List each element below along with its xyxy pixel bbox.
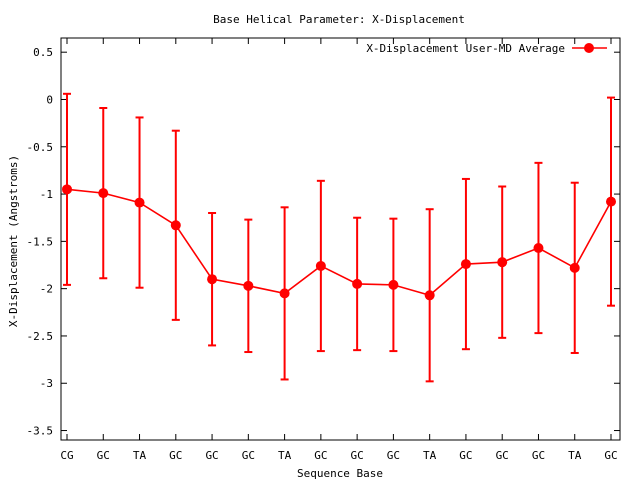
data-point — [243, 280, 254, 291]
y-tick-label: -1.5 — [27, 235, 54, 248]
x-tick-label: TA — [133, 449, 147, 462]
x-tick-label: GC — [351, 449, 364, 462]
x-tick-label: TA — [568, 449, 582, 462]
data-point — [569, 262, 580, 273]
legend: X-Displacement User-MD Average — [366, 42, 607, 55]
legend-label: X-Displacement User-MD Average — [366, 42, 565, 55]
data-point — [533, 242, 544, 253]
x-axis: CG GC TA GC GC GC TA GC GC GC TA GC GC GC TA GC — [60, 38, 618, 462]
x-tick-label: GC — [532, 449, 545, 462]
x-axis-label: Sequence Base — [297, 467, 383, 480]
x-tick-label: TA — [278, 449, 292, 462]
y-tick-label: -1 — [40, 188, 53, 201]
data-point — [315, 260, 326, 271]
data-point — [134, 197, 145, 208]
x-tick-label: GC — [242, 449, 255, 462]
x-tick-label: GC — [314, 449, 327, 462]
data-point — [98, 188, 109, 199]
y-tick-label: -2.5 — [27, 330, 54, 343]
chart-title: Base Helical Parameter: X-Displacement — [213, 13, 465, 26]
data-point — [279, 288, 290, 299]
x-tick-label: GC — [496, 449, 509, 462]
legend-marker — [584, 43, 594, 53]
y-tick-label: 0.5 — [33, 46, 53, 59]
y-tick-label: 0 — [46, 93, 53, 106]
series-line — [66, 188, 612, 297]
x-tick-label: GC — [459, 449, 472, 462]
y-tick-label: -2 — [40, 283, 53, 296]
data-points — [62, 184, 616, 301]
data-point — [460, 259, 471, 270]
x-tick-label: TA — [423, 449, 437, 462]
x-tick-label: GC — [97, 449, 110, 462]
y-tick-label: -3 — [40, 377, 53, 390]
y-axis: 0.5 0 -0.5 -1 -1.5 -2 -2.5 -3 -3.5 — [27, 46, 620, 438]
error-bars — [63, 92, 615, 383]
x-tick-label: GC — [205, 449, 218, 462]
data-point — [170, 220, 181, 231]
y-axis-label: X-Displacement (Angstroms) — [7, 155, 20, 327]
plot-frame — [60, 37, 621, 441]
data-point — [352, 278, 363, 289]
data-point — [388, 279, 399, 290]
x-tick-label: GC — [604, 449, 617, 462]
x-tick-label: CG — [60, 449, 73, 462]
data-point — [497, 257, 508, 268]
y-tick-label: -3.5 — [27, 425, 54, 438]
y-tick-label: -0.5 — [27, 141, 54, 154]
data-point — [606, 196, 616, 207]
x-tick-label: GC — [169, 449, 182, 462]
data-point — [207, 274, 218, 285]
data-point — [424, 290, 435, 301]
x-tick-label: GC — [387, 449, 400, 462]
data-point — [62, 184, 72, 195]
